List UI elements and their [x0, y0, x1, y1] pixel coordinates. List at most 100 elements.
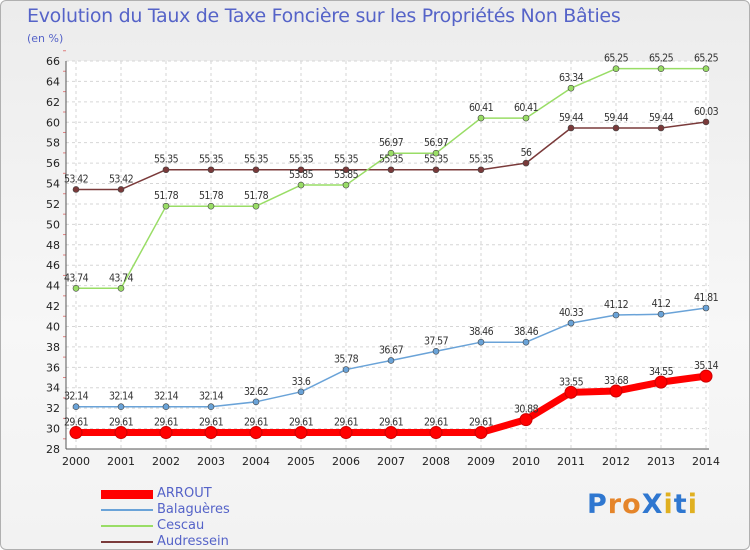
series-point-2 [72, 284, 80, 292]
legend-swatch [101, 541, 153, 543]
series-point-3 [342, 166, 350, 174]
series-point-1 [657, 310, 665, 318]
series-point-3 [432, 166, 440, 174]
data-label: 60.41 [469, 102, 494, 114]
series-point-1 [522, 338, 530, 346]
data-label: 29.61 [289, 417, 314, 429]
series-point-1 [702, 304, 710, 312]
data-label: 65.25 [604, 53, 629, 65]
data-label: 43.74 [109, 272, 134, 284]
data-label: 53.85 [334, 169, 359, 181]
x-tick-label: 2011 [557, 455, 585, 468]
series-point-1 [252, 398, 260, 406]
y-tick-label: 52 [46, 198, 60, 211]
y-tick-label: 42 [46, 300, 60, 313]
data-label: 29.61 [244, 417, 269, 429]
logo-letter: i [687, 489, 698, 520]
legend-swatch [101, 489, 153, 499]
y-tick-label: 44 [46, 280, 60, 293]
series-point-1 [432, 347, 440, 355]
data-label: 55.35 [469, 154, 494, 166]
series-point-3 [567, 124, 575, 132]
series-point-0 [564, 385, 578, 399]
data-label: 32.14 [64, 391, 89, 403]
series-point-2 [297, 181, 305, 189]
y-tick-label: 30 [46, 423, 60, 436]
data-label: 56.97 [424, 137, 449, 149]
y-axis-unit: (en %) [27, 32, 64, 45]
series-point-2 [702, 65, 710, 72]
plot-area [66, 61, 709, 449]
data-label: 51.78 [154, 190, 179, 202]
data-label: 41.2 [652, 298, 671, 310]
x-tick-label: 2005 [287, 455, 315, 468]
data-label: 41.81 [694, 292, 719, 304]
logo-letter: o [622, 489, 642, 520]
data-label: 32.62 [244, 386, 269, 398]
y-tick-label: 56 [46, 157, 60, 170]
series-point-0 [114, 426, 128, 440]
series-point-3 [657, 124, 665, 132]
series-point-0 [249, 426, 263, 440]
series-point-3 [117, 186, 125, 193]
series-point-2 [387, 149, 395, 157]
x-tick-label: 2004 [242, 455, 270, 468]
data-label: 35.14 [694, 360, 719, 372]
legend-label: Audressein [157, 534, 229, 549]
data-label: 33.55 [559, 376, 584, 388]
series-point-2 [522, 114, 530, 122]
y-tick-label: 60 [46, 116, 60, 129]
data-label: 59.44 [604, 112, 629, 124]
data-label: 55.35 [334, 154, 359, 166]
data-label: 60.41 [514, 102, 539, 114]
data-label: 29.61 [109, 417, 134, 429]
series-point-0 [609, 384, 623, 398]
x-tick-label: 2000 [62, 455, 90, 468]
series-point-0 [384, 426, 398, 440]
data-label: 65.25 [649, 53, 674, 65]
data-label: 55.35 [379, 154, 404, 166]
series-point-3 [387, 166, 395, 174]
data-label: 37.57 [424, 335, 449, 347]
x-tick-label: 2012 [602, 455, 630, 468]
data-label: 29.61 [469, 417, 494, 429]
x-tick-label: 2013 [647, 455, 675, 468]
series-point-1 [477, 338, 485, 346]
data-label: 36.67 [379, 344, 404, 356]
y-tick-label: 38 [46, 341, 60, 354]
data-label: 38.46 [514, 326, 539, 338]
data-label: 53.42 [109, 173, 134, 185]
series-point-0 [429, 426, 443, 440]
data-label: 40.33 [559, 307, 584, 319]
data-label: 29.61 [64, 417, 89, 429]
data-label: 51.78 [244, 190, 269, 202]
legend-label: ARROUT [157, 486, 212, 501]
series-point-2 [567, 84, 575, 92]
x-tick-label: 2001 [107, 455, 135, 468]
series-point-1 [342, 366, 350, 373]
x-tick-label: 2014 [692, 455, 720, 468]
y-tick-label: 32 [46, 402, 60, 415]
data-label: 51.78 [199, 190, 224, 202]
series-point-3 [162, 166, 170, 174]
data-label: 55.35 [244, 154, 269, 166]
series-point-2 [117, 284, 125, 292]
data-label: 55.35 [154, 154, 179, 166]
series-point-3 [252, 166, 260, 174]
y-tick-label: 36 [46, 361, 60, 374]
series-point-1 [162, 403, 170, 411]
series-point-2 [207, 202, 215, 210]
series-point-0 [69, 426, 83, 440]
legend-swatch [101, 509, 153, 511]
data-label: 32.14 [199, 391, 224, 403]
data-label: 29.61 [154, 417, 179, 429]
y-tick-label: 50 [46, 218, 60, 231]
data-label: 43.74 [64, 272, 89, 284]
legend-swatch [101, 525, 153, 527]
series-point-0 [159, 426, 173, 440]
series-point-0 [474, 426, 488, 440]
data-label: 29.61 [334, 417, 359, 429]
series-point-3 [207, 166, 215, 174]
logo-letter: r [607, 489, 623, 520]
